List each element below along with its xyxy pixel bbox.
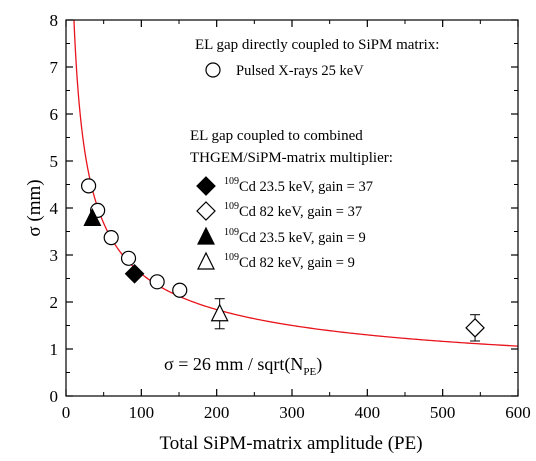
x-tick-label: 600 [505,403,531,422]
data-point-cd82_g37 [465,318,485,338]
legend-isotope-superscript: 109 [224,252,239,263]
y-tick-label: 4 [50,199,59,218]
data-point-xray [149,274,165,290]
legend-isotope-superscript: 109 [224,201,239,212]
data-point-xray [80,178,97,194]
legend-group2-title-line2: THGEM/SiPM-matrix multiplier: [190,150,393,166]
y-tick-label: 2 [50,293,59,312]
x-tick-label: 300 [279,403,305,422]
legend-label-cd82_g9: 109Cd 82 keV, gain = 9 [224,252,355,271]
legend-group1-title: EL gap directly coupled to SiPM matrix: [195,37,439,53]
x-tick-label: 100 [129,403,155,422]
legend-label-text: Cd 23.5 keV, gain = 9 [239,230,366,246]
data-point-xray [172,282,188,298]
legend: EL gap directly coupled to SiPM matrix: … [190,37,439,271]
y-tick-label: 3 [50,246,59,265]
legend-label-text: Cd 82 keV, gain = 37 [239,204,362,220]
data-points [80,178,485,342]
legend-isotope-superscript: 109 [224,176,239,187]
legend-label-cd235_g9: 109Cd 23.5 keV, gain = 9 [224,227,366,246]
legend-marker-cd82_g9 [197,251,215,270]
x-tick-label: 0 [62,403,71,422]
fit-formula-end: ) [316,354,322,375]
y-tick-label: 5 [50,152,59,171]
x-tick-label: 200 [204,403,230,422]
legend-marker-xray [205,62,221,78]
ticks: 0 100 200 300 400 500 600 0 1 2 3 4 5 6 7 8 [50,11,531,422]
y-axis-title: σ (mm) [24,179,45,236]
y-tick-label: 1 [50,340,59,359]
data-point-cd235_g37 [124,263,145,284]
x-tick-label: 500 [430,403,456,422]
legend-label-text: Cd 23.5 keV, gain = 37 [239,179,373,195]
x-tick-label: 400 [355,403,381,422]
fit-formula-sub: PE [303,366,316,378]
legend-label-cd235_g37: 109Cd 23.5 keV, gain = 37 [224,176,373,195]
data-point-cd82_g9 [210,303,229,322]
y-tick-label: 6 [50,105,59,124]
y-tick-label: 7 [50,58,59,77]
data-point-cd235_g9 [83,207,102,226]
y-tick-label: 0 [50,387,59,406]
y-tick-label: 8 [50,11,59,30]
legend-label-xray: Pulsed X-rays 25 keV [236,63,364,79]
data-point-xray [103,230,119,246]
legend-marker-cd235_g9 [197,226,215,245]
fit-formula-main: σ = 26 mm / sqrt(N [164,354,303,375]
legend-label-text: Cd 82 keV, gain = 9 [239,255,355,271]
fit-formula: σ = 26 mm / sqrt(NPE) [164,354,322,378]
legend-marker-cd82_g37 [196,201,216,221]
data-point-xray [120,250,137,266]
legend-label-cd82_g37: 109Cd 82 keV, gain = 37 [224,201,362,220]
legend-marker-cd235_g37 [196,176,216,196]
legend-group2-title-line1: EL gap coupled to combined [190,128,363,144]
legend-isotope-superscript: 109 [224,227,239,238]
x-axis-title: Total SiPM-matrix amplitude (PE) [159,433,422,454]
